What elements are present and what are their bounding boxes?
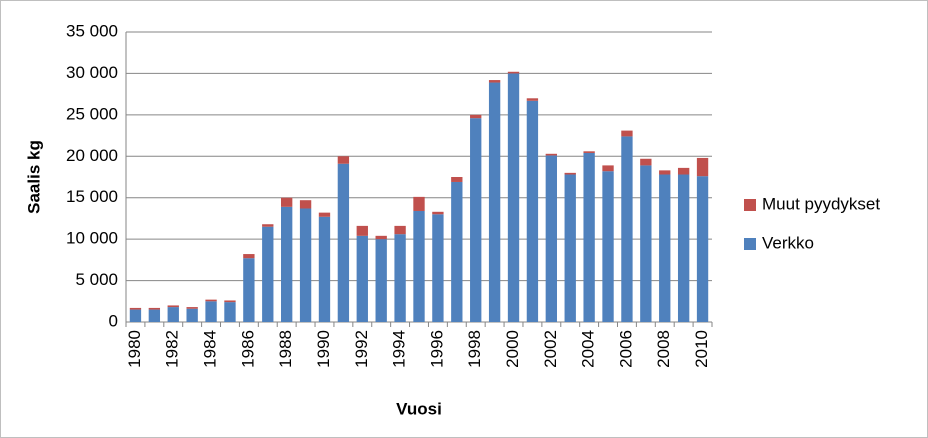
- bar-segment: [375, 239, 387, 322]
- bar-segment: [186, 308, 198, 322]
- bar-segment: [677, 174, 690, 322]
- x-tick-label: 1994: [390, 330, 409, 368]
- bar-segment: [602, 165, 614, 172]
- bar-segment: [432, 214, 444, 322]
- bar-segment: [148, 309, 161, 322]
- x-tick-label: 2000: [503, 330, 522, 368]
- bar-segment: [413, 210, 425, 322]
- bar-segment: [299, 208, 312, 322]
- bar-segment: [602, 171, 614, 322]
- y-tick-label: 5 000: [75, 270, 118, 289]
- y-tick-label: 20 000: [66, 146, 118, 165]
- bar-segment: [470, 118, 482, 323]
- x-tick-label: 2002: [541, 330, 560, 368]
- bar-segment: [640, 165, 652, 322]
- bar-segment: [470, 114, 482, 119]
- x-tick-label: 1996: [427, 330, 446, 368]
- bar-segment: [262, 224, 274, 227]
- bar-segment: [281, 206, 293, 322]
- x-tick-label: 2004: [579, 330, 598, 368]
- legend-swatch: [744, 238, 756, 250]
- bar-segment: [167, 307, 179, 322]
- bar-segment: [583, 152, 595, 322]
- y-tick-label: 10 000: [66, 229, 118, 248]
- x-tick-label: 1986: [238, 330, 257, 368]
- y-tick-label: 0: [109, 311, 118, 330]
- bar-segment: [205, 299, 217, 302]
- bar-segment: [167, 305, 179, 308]
- x-axis-label: Vuosi: [396, 399, 442, 418]
- bar-segment: [545, 155, 557, 322]
- bar-segment: [677, 167, 690, 175]
- bar-segment: [299, 200, 312, 209]
- bar-segment: [413, 196, 425, 211]
- legend-label: Muut pyydykset: [762, 194, 880, 213]
- x-tick-label: 1992: [352, 330, 371, 368]
- x-tick-label: 1984: [201, 330, 220, 368]
- x-tick-label: 1990: [314, 330, 333, 368]
- x-tick-label: 1982: [163, 330, 182, 368]
- bar-segment: [564, 174, 576, 322]
- x-tick-label: 1988: [276, 330, 295, 368]
- bar-segment: [243, 254, 255, 259]
- bar-segment: [262, 226, 274, 322]
- bar-segment: [375, 235, 387, 240]
- y-tick-label: 35 000: [66, 21, 118, 40]
- bar-segment: [659, 174, 671, 322]
- y-tick-label: 25 000: [66, 104, 118, 123]
- bar-segment: [526, 100, 539, 323]
- bar-segment: [243, 258, 255, 322]
- bar-segment: [186, 307, 198, 309]
- y-tick-label: 30 000: [66, 63, 118, 82]
- bar-segment: [318, 212, 331, 217]
- bar-segment: [394, 234, 406, 322]
- bar-segment: [432, 211, 444, 215]
- bar-segment: [640, 158, 652, 166]
- legend-label: Verkko: [762, 233, 814, 252]
- bar-segment: [224, 300, 236, 303]
- bar-segment: [621, 130, 633, 137]
- bar-segment: [696, 157, 709, 177]
- bar-segment: [281, 197, 293, 207]
- bar-segment: [621, 136, 633, 322]
- x-tick-label: 2010: [692, 330, 711, 368]
- bar-segment: [337, 163, 350, 322]
- bar-segment: [337, 156, 350, 164]
- bar-segment: [224, 302, 236, 322]
- bar-segment: [659, 170, 671, 175]
- y-tick-label: 15 000: [66, 187, 118, 206]
- bar-segment: [129, 307, 142, 310]
- bar-segment: [148, 307, 161, 310]
- bar-segment: [356, 235, 368, 322]
- bar-segment: [394, 225, 406, 235]
- x-tick-label: 2006: [616, 330, 635, 368]
- bar-segment: [507, 73, 520, 322]
- bar-segment: [205, 301, 217, 322]
- bar-segment: [451, 181, 463, 322]
- bar-segment: [488, 80, 501, 83]
- bar-segment: [545, 153, 557, 156]
- y-axis-label: Saalis kg: [24, 140, 43, 214]
- legend-swatch: [744, 199, 756, 211]
- bar-segment: [696, 176, 709, 322]
- bar-segment: [488, 82, 501, 323]
- bar-segment: [583, 151, 595, 153]
- bar-segment: [318, 216, 331, 322]
- x-tick-label: 2008: [654, 330, 673, 368]
- bar-segment: [507, 71, 520, 74]
- bar-segment: [451, 177, 463, 182]
- x-tick-label: 1980: [125, 330, 144, 368]
- bar-segment: [526, 98, 539, 101]
- bar-segment: [356, 225, 368, 236]
- bar-segment: [129, 309, 142, 322]
- x-tick-label: 1998: [465, 330, 484, 368]
- bar-segment: [564, 172, 576, 175]
